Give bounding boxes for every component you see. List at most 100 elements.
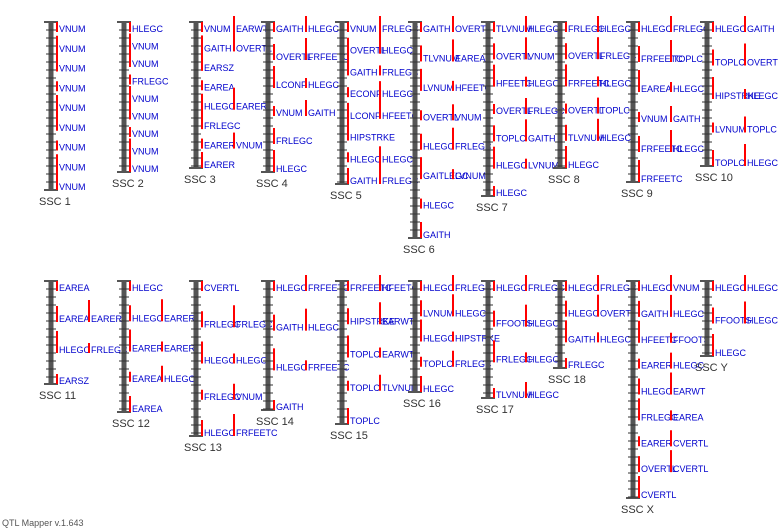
qtl-interval-bar bbox=[233, 383, 235, 400]
qtl-trait-label: EAREA bbox=[641, 84, 672, 94]
qtl-interval-bar bbox=[712, 77, 714, 99]
qtl-trait-label: TOPLC bbox=[496, 133, 526, 143]
qtl-interval-bar bbox=[56, 81, 58, 92]
qtl-trait-label: VNUM bbox=[59, 182, 86, 192]
qtl-interval-bar bbox=[161, 365, 163, 382]
chromosome-group: SSC 10HLEGCGAITHTOPLCOVERTLHIPSTRKEHLEGC… bbox=[695, 16, 778, 184]
qtl-interval-bar bbox=[638, 136, 640, 152]
qtl-interval-bar bbox=[201, 138, 203, 149]
qtl-interval-bar bbox=[56, 306, 58, 322]
chromosome-layer: SSC 1 VNUM VNUM VNUM VNUM VNUM VNUM VNUM VNUM VNU… bbox=[39, 16, 778, 516]
qtl-trait-label: FRLEGC bbox=[382, 24, 419, 34]
qtl-trait-label: FRFEETC bbox=[350, 283, 392, 293]
qtl-trait-label: TLVNUM bbox=[496, 390, 532, 400]
chromosome-label: SSC X bbox=[621, 504, 655, 516]
qtl-interval-bar bbox=[379, 81, 381, 98]
qtl-interval-bar bbox=[597, 294, 599, 317]
qtl-interval-bar bbox=[670, 275, 672, 291]
qtl-trait-label: VNUM bbox=[350, 24, 377, 34]
chromosome-bar bbox=[485, 281, 491, 398]
qtl-trait-label: VNUM bbox=[132, 94, 159, 104]
qtl-interval-bar bbox=[129, 371, 131, 382]
qtl-trait-label: HLEGC bbox=[747, 316, 778, 326]
qtl-interval-bar bbox=[347, 152, 349, 163]
chromosome-label: SSC 9 bbox=[621, 188, 653, 200]
qtl-trait-label: VNUM bbox=[276, 108, 303, 118]
qtl-interval-bar bbox=[201, 22, 203, 32]
qtl-trait-label: VNUM bbox=[132, 164, 159, 174]
qtl-interval-bar bbox=[273, 128, 275, 144]
qtl-trait-label: HLEGC bbox=[59, 345, 91, 355]
qtl-interval-bar bbox=[305, 275, 307, 291]
qtl-trait-label: OVERTL bbox=[747, 58, 778, 68]
chromosome-label: SSC 14 bbox=[256, 416, 294, 428]
qtl-interval-bar bbox=[347, 335, 349, 358]
qtl-trait-label: GAITH bbox=[528, 133, 556, 143]
qtl-interval-bar bbox=[273, 44, 275, 60]
qtl-trait-label: CVERTL bbox=[641, 490, 676, 500]
qtl-trait-label: FRLEGC bbox=[496, 354, 533, 364]
qtl-trait-label: GAITLEGC bbox=[423, 171, 469, 181]
qtl-trait-label: HLEGC bbox=[528, 24, 560, 34]
qtl-trait-label: EAREA bbox=[455, 53, 486, 63]
qtl-interval-bar bbox=[638, 398, 640, 421]
chromosome-group: SSC 7TLVNUMHLEGCOVERTLVNUMHFEETCHLEGCOVE… bbox=[476, 16, 565, 214]
qtl-interval-bar bbox=[201, 93, 203, 110]
qtl-interval-bar bbox=[452, 294, 454, 317]
chromosome-bar bbox=[630, 281, 636, 498]
qtl-interval-bar bbox=[379, 16, 381, 32]
qtl-trait-label: HLEGC bbox=[673, 361, 705, 371]
qtl-interval-bar bbox=[273, 106, 275, 116]
qtl-trait-label: HLEGC bbox=[382, 154, 414, 164]
qtl-interval-bar bbox=[638, 70, 640, 92]
chromosome-bar bbox=[121, 22, 127, 172]
qtl-trait-label: HLEGC bbox=[236, 356, 268, 366]
qtl-interval-bar bbox=[638, 46, 640, 62]
qtl-interval-bar bbox=[525, 98, 527, 114]
chromosome-label: SSC 1 bbox=[39, 196, 71, 208]
qtl-interval-bar bbox=[273, 66, 275, 88]
qtl-trait-label: GAITH bbox=[747, 24, 775, 34]
qtl-interval-bar bbox=[201, 35, 203, 52]
qtl-trait-label: TOPLC bbox=[715, 58, 745, 68]
qtl-trait-label: EAREA bbox=[132, 404, 163, 414]
qtl-trait-label: TOPLC bbox=[600, 106, 630, 116]
qtl-trait-label: FFOOTS bbox=[496, 319, 533, 329]
qtl-interval-bar bbox=[347, 408, 349, 424]
qtl-trait-label: EARWT bbox=[382, 350, 415, 360]
qtl-interval-bar bbox=[493, 22, 495, 32]
qtl-interval-bar bbox=[379, 31, 381, 54]
qtl-interval-bar bbox=[420, 319, 422, 342]
qtl-trait-label: VNUM bbox=[59, 24, 86, 34]
qtl-trait-label: GAITH bbox=[423, 24, 451, 34]
qtl-trait-label: HLEGC bbox=[528, 354, 560, 364]
qtl-interval-bar bbox=[565, 358, 567, 368]
qtl-trait-label: OVERTL bbox=[236, 43, 272, 53]
qtl-trait-label: FRFEETC bbox=[236, 428, 278, 438]
chromosome-label: SSC 11 bbox=[39, 390, 76, 402]
qtl-interval-bar bbox=[525, 158, 527, 169]
qtl-trait-label: VNUM bbox=[132, 59, 159, 69]
qtl-trait-label: OVERTL bbox=[496, 106, 532, 116]
qtl-interval-bar bbox=[305, 360, 307, 371]
qtl-interval-bar bbox=[233, 414, 235, 436]
qtl-trait-label: EARER bbox=[91, 314, 123, 324]
qtl-interval-bar bbox=[56, 49, 58, 72]
qtl-trait-label: TOPLC bbox=[673, 54, 703, 64]
qtl-trait-label: EARER bbox=[204, 160, 236, 170]
qtl-trait-label: HLEGC bbox=[496, 161, 528, 171]
qtl-trait-label: LVNUM bbox=[423, 308, 454, 318]
qtl-interval-bar bbox=[670, 106, 672, 122]
chromosome-group: SSC 2 HLEGC VNUM VNUM FRLEGC VNUM VNUM VNUM VNUM… bbox=[112, 21, 169, 190]
qtl-trait-label: FRFEETC bbox=[641, 54, 683, 64]
qtl-trait-label: HLEGC bbox=[641, 283, 673, 293]
qtl-interval-bar bbox=[201, 420, 203, 436]
qtl-interval-bar bbox=[744, 275, 746, 291]
qtl-trait-label: FRLEGC bbox=[600, 283, 637, 293]
qtl-interval-bar bbox=[129, 127, 131, 137]
qtl-interval-bar bbox=[379, 146, 381, 163]
qtl-trait-label: GAITH bbox=[423, 230, 451, 240]
